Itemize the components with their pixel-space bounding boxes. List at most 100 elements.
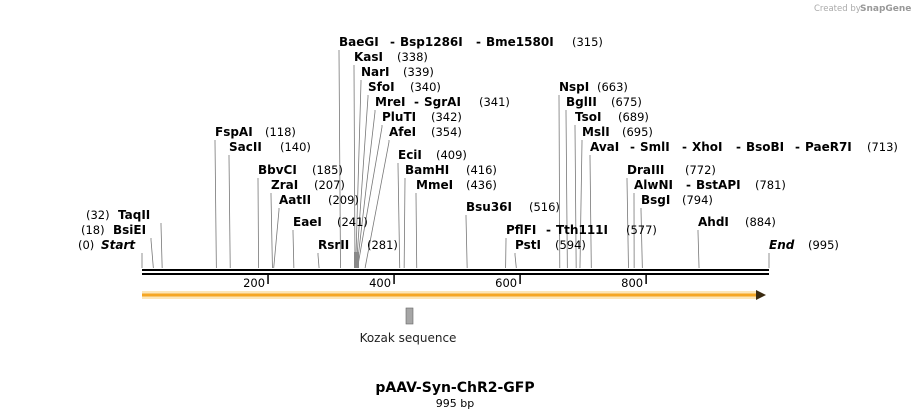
sequence-start: (0) Start	[78, 238, 136, 252]
site-label-psti[interactable]: PstI	[515, 238, 541, 252]
orf-arrow[interactable]	[142, 290, 766, 300]
site-label-tsoi[interactable]: TsoI	[575, 110, 601, 124]
site-label-alwni[interactable]: AlwNI	[634, 178, 673, 192]
ruler-tick-label: 600	[495, 276, 517, 290]
site-label-sfoi[interactable]: SfoI	[368, 80, 395, 94]
site-label-smli[interactable]: SmlI	[640, 140, 670, 154]
site-pos-884: (884)	[745, 215, 776, 229]
site-label-bsgi[interactable]: BsgI	[641, 193, 670, 207]
site-connector	[273, 208, 280, 269]
site-connector	[292, 230, 295, 269]
site-label-nari[interactable]: NarI	[361, 65, 390, 79]
site-connector	[357, 125, 383, 269]
site-pos-281: (281)	[367, 238, 398, 252]
site-connector	[150, 238, 154, 269]
site-label-tth111i[interactable]: Tth111I	[556, 223, 608, 237]
site-connector	[397, 163, 401, 269]
site-connectors	[141, 50, 770, 269]
site-label-mrei[interactable]: MreI	[375, 95, 405, 109]
site-label-bstapi[interactable]: BstAPI	[696, 178, 741, 192]
site-label-bme1580i[interactable]: Bme1580I	[486, 35, 554, 49]
site-label-pflfi[interactable]: PflFI	[506, 223, 536, 237]
site-label-mmei[interactable]: MmeI	[416, 178, 453, 192]
site-sep: -	[795, 140, 800, 154]
sequence-end: End (995)	[769, 238, 839, 252]
site-connector	[514, 253, 517, 269]
site-label-ecii[interactable]: EciI	[398, 148, 422, 162]
map-title-block: pAAV-Syn-ChR2-GFP 995 bp	[375, 380, 534, 410]
site-label-eaei[interactable]: EaeI	[293, 215, 322, 229]
site-connector	[355, 95, 369, 269]
site-label-draiii[interactable]: DraIII	[627, 163, 664, 177]
site-connector	[574, 125, 577, 269]
ruler-tick-label: 800	[621, 276, 643, 290]
site-sep: -	[546, 223, 551, 237]
site-label-baegi[interactable]: BaeGI	[339, 35, 379, 49]
site-pos-663: (663)	[597, 80, 628, 94]
site-label-kasi[interactable]: KasI	[354, 50, 383, 64]
site-connector	[415, 193, 418, 269]
site-pos-315: (315)	[572, 35, 603, 49]
feature-kozak[interactable]: Kozak sequence	[360, 307, 457, 345]
site-connector	[355, 80, 362, 269]
site-label-aatii[interactable]: AatII	[279, 193, 311, 207]
site-label-nspi[interactable]: NspI	[559, 80, 589, 94]
site-pos-354: (354)	[431, 125, 462, 139]
site-label-group: BaeGI - Bsp1286I - Bme1580I (315) KasI (…	[81, 35, 898, 252]
site-label-bglii[interactable]: BglII	[566, 95, 597, 109]
site-connector	[257, 178, 259, 269]
site-connector	[403, 178, 406, 269]
kozak-label: Kozak sequence	[360, 331, 457, 345]
site-label-rsrii[interactable]: RsrII	[318, 238, 349, 252]
site-label-taqii[interactable]: TaqII	[118, 208, 150, 222]
site-connector	[558, 95, 561, 269]
site-pos-32: (32)	[86, 208, 110, 222]
site-pos-340: (340)	[410, 80, 441, 94]
site-label-fspai[interactable]: FspAI	[215, 125, 253, 139]
site-connector	[317, 253, 320, 269]
end-label: End	[769, 238, 795, 252]
site-label-afei[interactable]: AfeI	[389, 125, 416, 139]
map-title: pAAV-Syn-ChR2-GFP	[375, 380, 534, 396]
site-pos-794: (794)	[682, 193, 713, 207]
site-pos-118: (118)	[265, 125, 296, 139]
site-pos-409: (409)	[436, 148, 467, 162]
site-pos-577: (577)	[626, 223, 657, 237]
site-label-bbvci[interactable]: BbvCI	[258, 163, 297, 177]
site-sep: -	[414, 95, 419, 109]
ruler: 200 400 600 800	[243, 275, 647, 290]
site-label-bsiei[interactable]: BsiEI	[113, 223, 146, 237]
site-label-paer7i[interactable]: PaeR7I	[805, 140, 852, 154]
site-connector	[697, 230, 700, 269]
site-connector	[465, 215, 468, 269]
site-label-bsp1286i[interactable]: Bsp1286I	[400, 35, 463, 49]
site-sep: -	[686, 178, 691, 192]
snapgene-credit: Created by SnapGene	[814, 4, 911, 14]
site-pos-772: (772)	[685, 163, 716, 177]
site-sep: -	[630, 140, 635, 154]
site-label-ahdi[interactable]: AhdI	[698, 215, 729, 229]
site-label-bamhi[interactable]: BamHI	[405, 163, 449, 177]
site-connector	[356, 110, 376, 269]
site-pos-781: (781)	[755, 178, 786, 192]
site-label-bsu36i[interactable]: Bsu36I	[466, 200, 512, 214]
site-sep: -	[476, 35, 481, 49]
site-label-sgrai[interactable]: SgrAI	[424, 95, 461, 109]
site-sep: -	[682, 140, 687, 154]
site-label-avai[interactable]: AvaI	[590, 140, 619, 154]
site-sep: -	[390, 35, 395, 49]
site-label-msli[interactable]: MslI	[582, 125, 610, 139]
site-connector	[270, 193, 273, 269]
site-pos-695: (695)	[622, 125, 653, 139]
site-connector	[338, 50, 341, 269]
kozak-box	[405, 307, 414, 325]
site-label-pluti[interactable]: PluTI	[382, 110, 416, 124]
site-label-bsobi[interactable]: BsoBI	[746, 140, 784, 154]
site-pos-341: (341)	[479, 95, 510, 109]
site-label-sacii[interactable]: SacII	[229, 140, 262, 154]
end-position: (995)	[808, 238, 839, 252]
site-label-xhoi[interactable]: XhoI	[692, 140, 723, 154]
site-connector	[214, 140, 217, 269]
site-label-zrai[interactable]: ZraI	[271, 178, 298, 192]
